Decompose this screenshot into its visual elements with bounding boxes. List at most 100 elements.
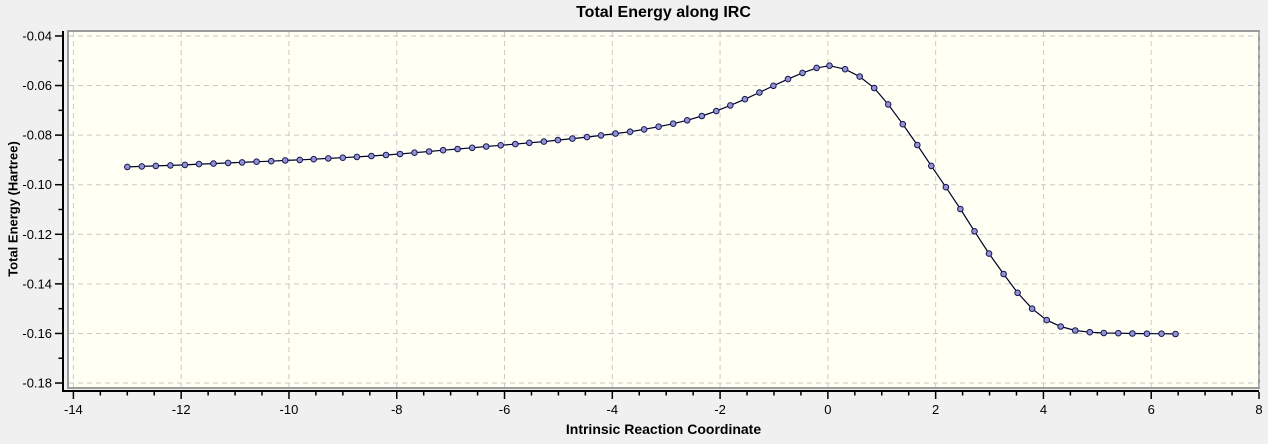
data-point-marker — [497, 142, 505, 149]
data-point-marker — [325, 155, 332, 162]
data-point-marker — [655, 123, 662, 130]
data-point-marker — [583, 133, 591, 141]
data-point-marker — [1057, 323, 1064, 330]
data-point-marker — [526, 139, 533, 147]
data-point-marker — [296, 156, 304, 164]
data-point-marker — [512, 140, 519, 148]
data-point-marker — [339, 154, 347, 161]
y-tick-label: -0.04 — [22, 28, 52, 43]
data-point-marker — [899, 120, 907, 128]
data-point-marker — [253, 158, 260, 165]
data-point-marker — [884, 101, 892, 108]
data-point-marker — [1071, 327, 1079, 334]
data-point-marker — [942, 183, 950, 191]
data-point-marker — [683, 117, 691, 124]
axes — [62, 31, 1259, 392]
x-tick-label: -14 — [64, 402, 83, 417]
data-point-marker — [454, 145, 461, 153]
data-point-marker — [210, 160, 217, 167]
x-tick-label: -2 — [714, 402, 726, 417]
data-point-marker — [841, 65, 849, 73]
data-point-marker — [167, 162, 174, 169]
data-point-marker — [826, 62, 833, 69]
y-tick-label: -0.18 — [22, 376, 52, 391]
data-point-marker — [698, 112, 706, 120]
data-point-marker — [1014, 289, 1021, 297]
gridlines — [69, 32, 1260, 387]
y-tick-label: -0.10 — [22, 177, 52, 192]
data-point-marker — [411, 149, 418, 156]
data-point-marker — [770, 82, 777, 90]
data-point-marker — [799, 69, 806, 77]
data-point-marker — [1086, 328, 1094, 336]
x-tick-labels: -14 -12 -10 -8 -6 -4 -2 0 2 4 6 8 — [64, 402, 1263, 417]
data-point-marker — [181, 161, 189, 169]
data-point-marker — [425, 148, 433, 155]
x-tick-label: 8 — [1255, 402, 1262, 417]
y-tick-labels: -0.04 -0.06 -0.08 -0.10 -0.12 -0.14 -0.16 -0.18 — [22, 28, 52, 390]
tick-marks — [55, 35, 1260, 399]
data-point-marker — [856, 73, 864, 80]
x-axis-title: Intrinsic Reaction Coordinate — [565, 421, 762, 437]
data-point-marker — [267, 157, 275, 165]
data-point-marker — [813, 64, 820, 72]
x-tick-label: -4 — [607, 402, 619, 417]
plot-area-background — [67, 30, 1260, 389]
data-point-marker — [152, 162, 160, 170]
data-point-marker — [396, 150, 404, 158]
x-tick-label: 6 — [1148, 402, 1155, 417]
data-point-marker — [669, 120, 677, 127]
data-point-marker — [1028, 305, 1036, 313]
data-point-marker — [1000, 270, 1007, 278]
data-point-marker — [626, 128, 634, 135]
data-point-marker — [1172, 330, 1179, 338]
data-point-marker — [1143, 330, 1151, 338]
data-point-marker — [482, 143, 490, 150]
y-tick-label: -0.16 — [22, 326, 52, 341]
data-point-marker — [870, 84, 878, 92]
x-tick-label: -8 — [391, 402, 403, 417]
x-tick-label: -6 — [499, 402, 511, 417]
data-point-marker — [353, 153, 361, 161]
data-point-marker — [928, 162, 935, 170]
y-tick-label: -0.06 — [22, 78, 52, 93]
x-tick-label: 4 — [1040, 402, 1047, 417]
data-point-marker — [224, 159, 232, 167]
data-point-marker — [914, 141, 921, 149]
data-point-marker — [281, 157, 289, 164]
data-point-marker — [569, 135, 576, 142]
data-point-marker — [784, 75, 792, 83]
y-tick-label: -0.12 — [22, 227, 52, 242]
chart-title: Total Energy along IRC — [576, 4, 751, 21]
series-markers — [124, 62, 1179, 338]
data-point-marker — [1100, 329, 1108, 337]
data-point-marker — [985, 250, 993, 257]
data-point-marker — [1043, 316, 1050, 324]
data-point-marker — [439, 146, 447, 154]
x-tick-label: 2 — [932, 402, 939, 417]
data-point-marker — [195, 160, 203, 168]
y-tick-label: -0.14 — [22, 276, 52, 291]
data-point-marker — [1129, 330, 1136, 337]
data-point-marker — [640, 126, 648, 133]
data-point-marker — [727, 102, 734, 109]
data-point-marker — [468, 144, 476, 152]
data-point-marker — [756, 89, 763, 96]
x-tick-label: -12 — [172, 402, 191, 417]
data-point-marker — [554, 136, 562, 144]
data-point-marker — [540, 138, 548, 145]
data-point-marker — [238, 159, 246, 166]
data-point-marker — [971, 228, 978, 235]
data-point-marker — [1115, 329, 1122, 337]
data-point-marker — [1158, 330, 1165, 338]
data-point-marker — [741, 95, 749, 103]
x-tick-label: -10 — [280, 402, 299, 417]
data-point-marker — [597, 132, 605, 139]
data-point-marker — [713, 107, 720, 115]
data-point-marker — [368, 152, 375, 160]
data-point-marker — [310, 155, 318, 163]
y-tick-label: -0.08 — [22, 128, 52, 143]
data-point-marker — [138, 163, 146, 170]
data-point-marker — [957, 205, 964, 213]
data-point-marker — [124, 163, 131, 171]
